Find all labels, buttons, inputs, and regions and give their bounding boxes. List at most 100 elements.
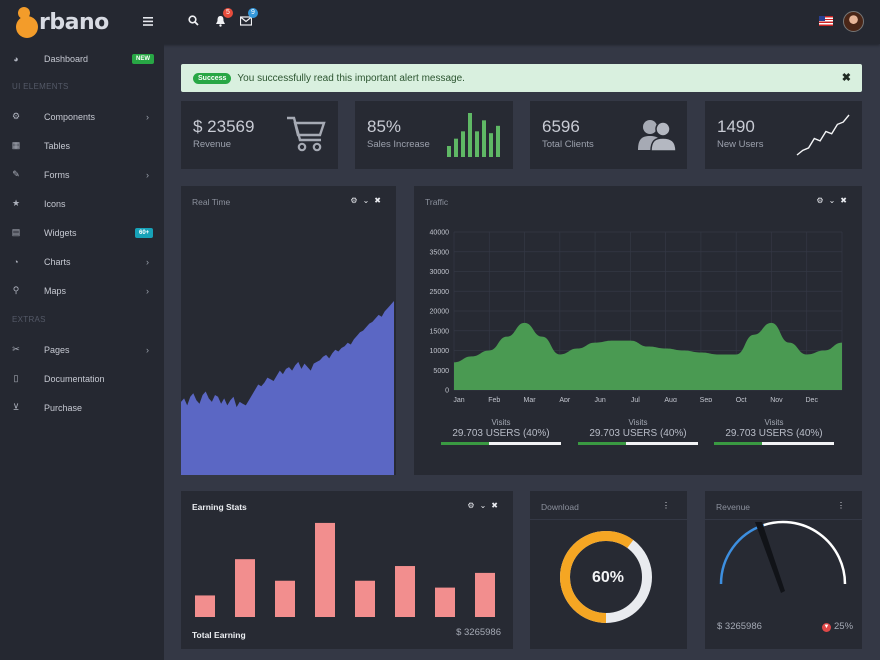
us-flag-icon[interactable] <box>819 16 833 26</box>
panel-title: Download <box>541 502 579 512</box>
y-tick-label: 40000 <box>430 230 450 237</box>
chevron-right-icon: › <box>146 285 149 296</box>
messages-envelope-icon[interactable]: 9 <box>239 8 258 29</box>
gear-icon[interactable]: ⚙ <box>467 501 480 510</box>
y-tick-label: 0 <box>445 388 449 395</box>
sparkline-bar <box>447 146 451 157</box>
stat-label: Revenue <box>193 139 232 150</box>
stat-card-sales: 85% Sales Increase <box>355 101 513 169</box>
sidebar-item-purchase[interactable]: ⊻ Purchase <box>0 393 164 422</box>
sparkline-line <box>796 114 850 156</box>
total-earning-amount: $ 3265986 <box>456 627 501 638</box>
x-tick-label: Jul <box>631 397 640 402</box>
panel-tools: ⚙⌄✖ <box>350 196 386 205</box>
divider <box>705 519 862 520</box>
revenue-change-value: 25% <box>834 621 854 632</box>
stat-value: 1490 <box>717 117 755 136</box>
close-icon[interactable]: ✖ <box>374 196 386 205</box>
revenue-change: ▼ 25% <box>822 621 853 632</box>
line-sparkline-icon <box>796 114 850 156</box>
more-vertical-icon[interactable]: ⋮ <box>662 501 675 510</box>
stat-value: $ 23569 <box>193 117 255 136</box>
chevron-right-icon: › <box>146 169 149 180</box>
sidebar-item-label: Widgets <box>44 227 77 238</box>
chevron-down-icon[interactable]: ⌄ <box>828 196 841 205</box>
earning-bar <box>195 595 215 617</box>
sidebar-item-tables[interactable]: ▦ Tables <box>0 131 164 160</box>
gauge-needle <box>755 522 785 593</box>
notifications-bell-icon[interactable]: 5 <box>215 8 233 30</box>
panel-title: Revenue <box>716 502 751 512</box>
sidebar-item-documentation[interactable]: ▯ Documentation <box>0 364 164 393</box>
panel-title: Real Time <box>192 197 231 207</box>
x-tick-label: Jun <box>594 397 605 402</box>
stat-value: 85% <box>367 117 402 136</box>
visits-progress-bar <box>714 442 834 445</box>
user-avatar[interactable] <box>843 11 864 32</box>
chevron-right-icon: › <box>146 256 149 267</box>
x-tick-label: Aug <box>664 397 677 402</box>
brand-name: rbano <box>39 9 109 35</box>
close-icon[interactable]: ✖ <box>841 72 851 84</box>
x-tick-label: Sep <box>700 397 713 402</box>
sidebar-item-label: Purchase <box>44 402 83 413</box>
notifications-badge: 5 <box>223 8 233 18</box>
traffic-area-chart: 0 5000 10000 15000 20000 25000 30000 35000 40000… <box>430 230 843 402</box>
sidebar-section-ui-elements: UI ELEMENTS <box>12 82 69 91</box>
earning-bar <box>275 580 295 617</box>
x-tick-label: Nov <box>770 397 783 402</box>
sidebar-item-forms[interactable]: ✎ Forms › <box>0 160 164 189</box>
x-tick-label: Oct <box>736 397 747 402</box>
realtime-area-chart <box>181 301 394 475</box>
total-earning-label: Total Earning <box>192 630 246 640</box>
earning-bar <box>435 587 455 617</box>
sidebar-item-pages[interactable]: ✂ Pages › <box>0 335 164 364</box>
visits-value: 29.703 USERS (40%) <box>452 428 550 439</box>
sparkline-bar <box>482 120 486 157</box>
sidebar-item-label: Charts <box>44 256 71 267</box>
components-icon: ⚙ <box>11 111 21 121</box>
sidebar-item-icons[interactable]: ★ Icons <box>0 189 164 218</box>
close-icon[interactable]: ✖ <box>491 501 503 510</box>
sidebar-item-charts[interactable]: ◔ Charts › <box>0 247 164 276</box>
gear-icon[interactable]: ⚙ <box>816 196 829 205</box>
star-icon: ★ <box>11 198 21 208</box>
panel-title: Earning Stats <box>192 502 247 512</box>
sidebar-item-components[interactable]: ⚙ Components › <box>0 102 164 131</box>
close-icon[interactable]: ✖ <box>840 196 852 205</box>
sidebar-item-dashboard[interactable]: ◕ Dashboard NEW <box>0 44 164 73</box>
realtime-panel: Real Time ⚙⌄✖ <box>181 186 396 475</box>
earning-bar <box>315 522 335 617</box>
x-tick-label: Dec <box>806 397 819 402</box>
gear-icon[interactable]: ⚙ <box>350 196 363 205</box>
alert-message: You successfully read this important ale… <box>237 72 465 84</box>
chevron-down-icon[interactable]: ⌄ <box>362 196 375 205</box>
visits-stat: Visits 29.703 USERS (40%) <box>578 418 698 445</box>
users-icon <box>638 120 677 152</box>
search-icon[interactable] <box>188 15 199 29</box>
success-badge: Success <box>193 72 232 84</box>
sidebar-item-label: Components <box>44 111 96 122</box>
sidebar-item-label: Maps <box>44 285 67 296</box>
menu-toggle-icon[interactable] <box>143 15 153 29</box>
count-badge: 60+ <box>135 227 154 238</box>
more-vertical-icon[interactable]: ⋮ <box>837 501 850 510</box>
brand-logo[interactable]: rbano <box>14 4 109 40</box>
sidebar-item-widgets[interactable]: ▤ Widgets 60+ <box>0 218 164 247</box>
sidebar-item-maps[interactable]: ⚲ Maps › <box>0 276 164 305</box>
bar-sparkline-icon <box>447 113 500 157</box>
dashboard-icon: ◕ <box>13 53 19 64</box>
chevron-down-icon[interactable]: ⌄ <box>479 501 492 510</box>
earning-stats-panel: Earning Stats ⚙⌄✖ Total Earning $ 326598… <box>181 491 513 649</box>
visits-stat: Visits 29.703 USERS (40%) <box>714 418 834 445</box>
visits-title: Visits <box>491 418 511 427</box>
visits-progress-bar <box>578 442 698 445</box>
chevron-right-icon: › <box>146 111 149 122</box>
x-tick-label: Apr <box>559 397 571 402</box>
realtime-area-series <box>181 301 394 475</box>
panel-tools: ⚙⌄✖ <box>816 196 852 205</box>
earning-bar <box>395 566 415 617</box>
file-icon: ▯ <box>13 373 19 383</box>
download-donut-chart <box>560 531 652 623</box>
y-tick-label: 20000 <box>430 309 450 316</box>
